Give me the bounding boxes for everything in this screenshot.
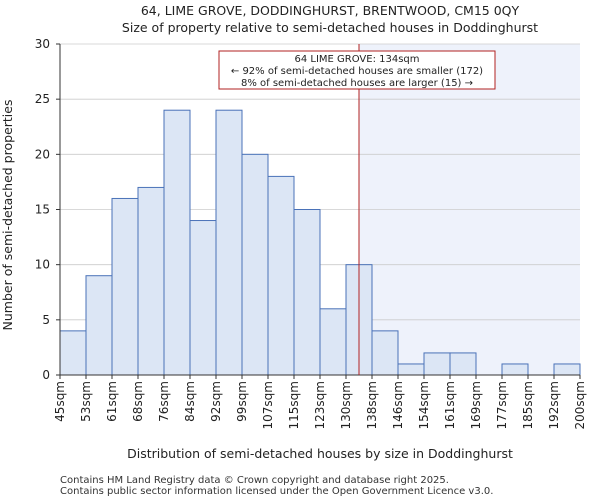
annotation-line-3: 8% of semi-detached houses are larger (1…	[241, 78, 473, 89]
x-tick-label-146sqm: 146sqm	[391, 381, 405, 429]
bar-68sqm	[137, 186, 165, 376]
bars	[59, 109, 581, 376]
y-tick-label: 5	[42, 313, 50, 327]
bar-115sqm	[293, 209, 321, 376]
bar-161sqm	[449, 352, 477, 376]
x-tick-label-61sqm: 61sqm	[105, 381, 119, 422]
x-tick-label-123sqm: 123sqm	[313, 381, 327, 429]
x-tick-label-76sqm: 76sqm	[157, 381, 171, 422]
x-tick-label-192sqm: 192sqm	[547, 381, 561, 429]
x-tick-label-99sqm: 99sqm	[235, 381, 249, 422]
x-tick-label-154sqm: 154sqm	[417, 381, 431, 429]
x-tick-label-84sqm: 84sqm	[183, 381, 197, 422]
bar-107sqm	[267, 175, 295, 376]
bar-53sqm	[85, 275, 113, 376]
x-tick-label-92sqm: 92sqm	[209, 381, 223, 422]
footer-line-2: Contains public sector information licen…	[60, 486, 493, 497]
x-tick-label-130sqm: 130sqm	[339, 381, 353, 429]
bar-99sqm	[241, 153, 269, 376]
bar-123sqm	[319, 308, 347, 376]
y-axis-label: Number of semi-detached properties	[0, 100, 15, 331]
bar-146sqm	[397, 363, 425, 376]
bar-154sqm	[423, 352, 451, 376]
x-tick-label-169sqm: 169sqm	[469, 381, 483, 429]
x-tick-label-177sqm: 177sqm	[495, 381, 509, 429]
x-tick-label-68sqm: 68sqm	[131, 381, 145, 422]
y-tick-label: 20	[35, 147, 50, 161]
chart-subtitle: Size of property relative to semi-detach…	[122, 20, 538, 35]
x-tick-labels: 45sqm 53sqm 61sqm 68sqm 76sqm 84sqm 92sqm 99sqm…	[53, 375, 587, 429]
x-tick-label-115sqm: 115sqm	[287, 381, 301, 429]
bar-61sqm	[111, 197, 139, 376]
x-tick-label-45sqm: 45sqm	[53, 381, 67, 422]
x-tick-label-161sqm: 161sqm	[443, 381, 457, 429]
x-tick-label-200sqm: 200sqm	[573, 381, 587, 429]
y-tick-label: 10	[35, 258, 50, 272]
y-tick-label: 25	[35, 92, 50, 106]
bar-177sqm	[501, 363, 529, 376]
x-axis-label: Distribution of semi-detached houses by …	[127, 446, 513, 461]
x-tick-label-138sqm: 138sqm	[365, 381, 379, 429]
annotation-line-2: ← 92% of semi-detached houses are smalle…	[231, 66, 483, 77]
annotation-line-1: 64 LIME GROVE: 134sqm	[294, 54, 419, 65]
bar-76sqm	[163, 109, 191, 376]
bar-84sqm	[189, 220, 217, 376]
y-tick-labels: 0 5 10 15 20 25 30	[35, 37, 60, 382]
y-tick-label: 0	[42, 368, 50, 382]
y-tick-label: 30	[35, 37, 50, 51]
y-tick-label: 15	[35, 203, 50, 217]
bar-45sqm	[59, 330, 87, 376]
bar-192sqm	[553, 363, 581, 376]
x-tick-label-107sqm: 107sqm	[261, 381, 275, 429]
bar-92sqm	[215, 109, 243, 376]
bar-138sqm	[371, 330, 399, 376]
annotation-border	[218, 50, 496, 90]
x-tick-label-53sqm: 53sqm	[79, 381, 93, 422]
annotation-box: 64 LIME GROVE: 134sqm ← 92% of semi-deta…	[218, 50, 496, 90]
chart-title: 64, LIME GROVE, DODDINGHURST, BRENTWOOD,…	[141, 3, 520, 18]
x-tick-label-185sqm: 185sqm	[521, 381, 535, 429]
footer-line-1: Contains HM Land Registry data © Crown c…	[60, 475, 449, 486]
